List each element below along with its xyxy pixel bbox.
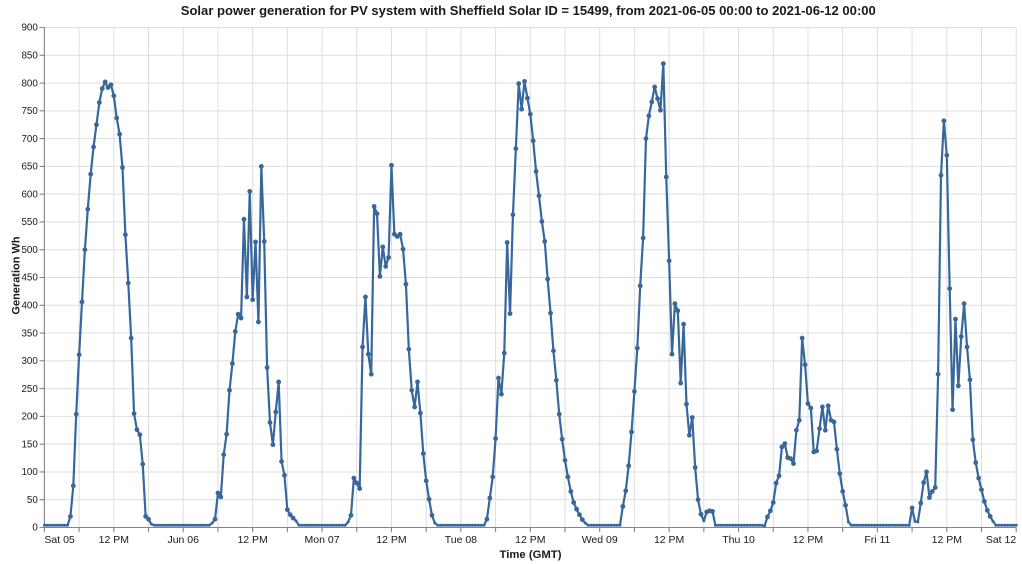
svg-text:12 PM: 12 PM	[99, 534, 129, 546]
svg-text:750: 750	[21, 106, 38, 117]
svg-text:0: 0	[32, 523, 38, 534]
svg-text:200: 200	[21, 412, 38, 423]
svg-text:12 PM: 12 PM	[793, 534, 823, 546]
svg-text:Generation Wh: Generation Wh	[10, 236, 22, 315]
svg-text:Time (GMT): Time (GMT)	[500, 549, 562, 561]
svg-text:50: 50	[27, 495, 38, 506]
svg-text:600: 600	[21, 189, 38, 200]
svg-text:Sat 12: Sat 12	[986, 534, 1017, 546]
svg-text:12 PM: 12 PM	[237, 534, 267, 546]
svg-text:Jun 06: Jun 06	[167, 534, 199, 546]
svg-text:100: 100	[21, 467, 38, 478]
svg-text:450: 450	[21, 273, 38, 284]
svg-text:400: 400	[21, 300, 38, 311]
svg-text:900: 900	[21, 23, 38, 34]
svg-text:Mon 07: Mon 07	[305, 534, 340, 546]
svg-text:250: 250	[21, 384, 38, 395]
svg-text:Wed 09: Wed 09	[582, 534, 618, 546]
svg-text:850: 850	[21, 50, 38, 61]
svg-text:700: 700	[21, 134, 38, 145]
svg-text:350: 350	[21, 328, 38, 339]
svg-text:550: 550	[21, 217, 38, 228]
svg-text:800: 800	[21, 78, 38, 89]
svg-text:300: 300	[21, 356, 38, 367]
svg-text:Thu 10: Thu 10	[722, 534, 755, 546]
svg-text:Sat 05: Sat 05	[44, 534, 75, 546]
svg-text:150: 150	[21, 439, 38, 450]
svg-text:Fri 11: Fri 11	[864, 534, 890, 546]
svg-text:Tue 08: Tue 08	[445, 534, 477, 546]
svg-text:Solar power generation for PV: Solar power generation for PV system wit…	[181, 3, 876, 18]
svg-text:500: 500	[21, 245, 38, 256]
svg-text:12 PM: 12 PM	[376, 534, 406, 546]
svg-text:12 PM: 12 PM	[932, 534, 962, 546]
svg-text:12 PM: 12 PM	[515, 534, 545, 546]
svg-text:650: 650	[21, 162, 38, 173]
svg-text:12 PM: 12 PM	[654, 534, 684, 546]
